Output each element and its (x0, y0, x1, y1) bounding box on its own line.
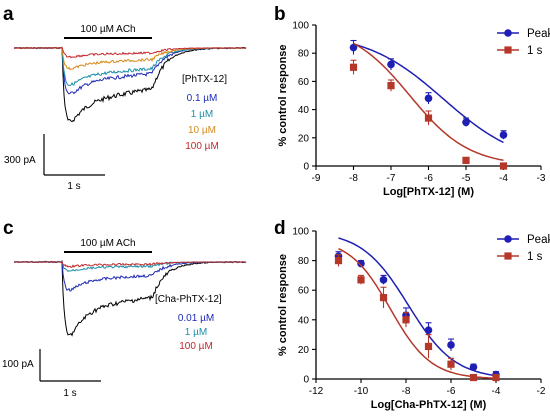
data-point-1s (402, 316, 410, 324)
data-point-1s (469, 373, 478, 382)
y-tick-label: 80 (298, 49, 310, 60)
data-point-peak (424, 326, 433, 334)
x-tick-label: -4 (499, 173, 508, 184)
data-point-1s (387, 82, 395, 90)
x-tick-label: -4 (492, 386, 501, 397)
legend-marker-peak (504, 235, 512, 243)
x-tick-label: -6 (424, 173, 433, 184)
y-axis-label: % control response (277, 44, 289, 146)
trace-panel-c: 100 µM ACh [Cha-PhTX-12] 0.01 µM 1 µM 100 … (2, 238, 247, 399)
data-point-1s (492, 373, 500, 382)
data-point-1s (462, 156, 470, 164)
x-tick-label: -2 (537, 386, 546, 397)
y-tick-label: 0 (303, 375, 309, 386)
chart-panel-d: 0 20 40 60 80 100 -12 -10 -8 -6 -4 -2 Log[Cha-PhTX-1… (277, 227, 550, 412)
data-point-peak (349, 43, 358, 52)
y-tick-label: 20 (298, 133, 310, 144)
data-point-1s (424, 114, 433, 122)
x-tick-label: -9 (312, 173, 321, 184)
x-tick-label: -3 (537, 173, 546, 184)
y-tick-label: 100 (292, 21, 309, 32)
chart-panel-b: 0 20 40 60 80 100 -9 -8 -7 -6 -5 -4 -3 Log[PhTX-12] (… (277, 21, 550, 199)
y-axis-label: % control response (277, 254, 289, 356)
data-point-peak (447, 341, 455, 349)
current-trace-100m (13, 46, 247, 59)
x-axis-label: Log[PhTX-12] (M) (383, 186, 474, 198)
x-tick-label: -6 (447, 386, 456, 397)
y-tick-label: 60 (298, 286, 310, 297)
a-conc-label-0: 0.1 µM (187, 93, 218, 104)
panel-label-a: a (3, 4, 14, 25)
fit-curve-peak (353, 43, 504, 144)
x-tick-label: -8 (402, 386, 411, 397)
y-tick-label: 0 (303, 162, 309, 173)
y-tick-label: 100 (292, 227, 309, 238)
data-point-1s (349, 63, 358, 71)
scale-y-label-a: 300 pA (4, 155, 36, 166)
fit-curve-1s (338, 248, 497, 379)
y-tick-label: 60 (298, 77, 310, 88)
c-conc-label-2: 100 µM (179, 341, 213, 352)
data-point-1s (499, 162, 508, 170)
data-point-1s (424, 342, 433, 351)
c-conc-label-1: 1 µM (185, 327, 207, 338)
y-tick-label: 40 (298, 105, 310, 116)
y-tick-label: 20 (298, 345, 310, 356)
x-tick-label: -12 (309, 386, 324, 397)
y-tick-label: 40 (298, 315, 310, 326)
data-point-peak (357, 259, 365, 268)
fit-curve-peak (338, 237, 497, 377)
legend-label-peak: Peak (527, 234, 550, 246)
scale-x-label-c: 1 s (63, 388, 76, 399)
x-tick-label: -8 (349, 173, 358, 184)
panel-label-d: d (274, 218, 286, 239)
x-tick-label: -7 (387, 173, 396, 184)
current-trace-01m (13, 47, 247, 95)
data-point-1s (357, 276, 365, 284)
stimulus-label-a: 100 µM ACh (80, 24, 135, 35)
legend-marker-1s (504, 46, 512, 54)
current-trace-10m (13, 47, 246, 71)
panel-label-b: b (274, 4, 286, 25)
legend-marker-1s (504, 252, 512, 260)
legend-label-1s: 1 s (527, 251, 543, 263)
data-point-peak (469, 363, 478, 371)
legend-title-c: [Cha-PhTX-12] (155, 294, 222, 305)
legend-label-peak: Peak (527, 28, 550, 40)
data-point-1s (447, 360, 455, 368)
a-conc-label-1: 1 µM (191, 109, 213, 120)
y-tick-label: 80 (298, 256, 310, 267)
data-point-peak (424, 94, 433, 103)
data-point-peak (499, 131, 508, 139)
data-point-peak (379, 276, 388, 284)
data-point-peak (462, 118, 470, 127)
current-trace-100m (13, 260, 247, 268)
trace-panel-a: 100 µM ACh [PhTX-12] 0.1 µM 1 µM 10 µM 100 … (4, 24, 247, 192)
current-trace-001m (13, 259, 247, 292)
x-tick-label: -10 (354, 386, 369, 397)
data-point-1s (334, 257, 343, 265)
data-point-1s (379, 294, 388, 302)
a-conc-label-3: 100 µM (185, 141, 219, 152)
legend-title-a: [PhTX-12] (182, 74, 227, 85)
panel-label-c: c (3, 218, 14, 239)
scale-y-label-c: 100 pA (2, 359, 34, 370)
x-axis-label: Log[Cha-PhTX-12] (M) (371, 399, 487, 411)
c-conc-label-0: 0.01 µM (178, 313, 214, 324)
legend-label-1s: 1 s (527, 45, 543, 57)
scale-x-label-a: 1 s (67, 181, 80, 192)
x-tick-label: -5 (462, 173, 471, 184)
a-conc-label-2: 10 µM (188, 125, 216, 136)
data-point-peak (387, 60, 395, 69)
stimulus-label-c: 100 µM ACh (80, 238, 135, 249)
legend-marker-peak (504, 29, 512, 37)
